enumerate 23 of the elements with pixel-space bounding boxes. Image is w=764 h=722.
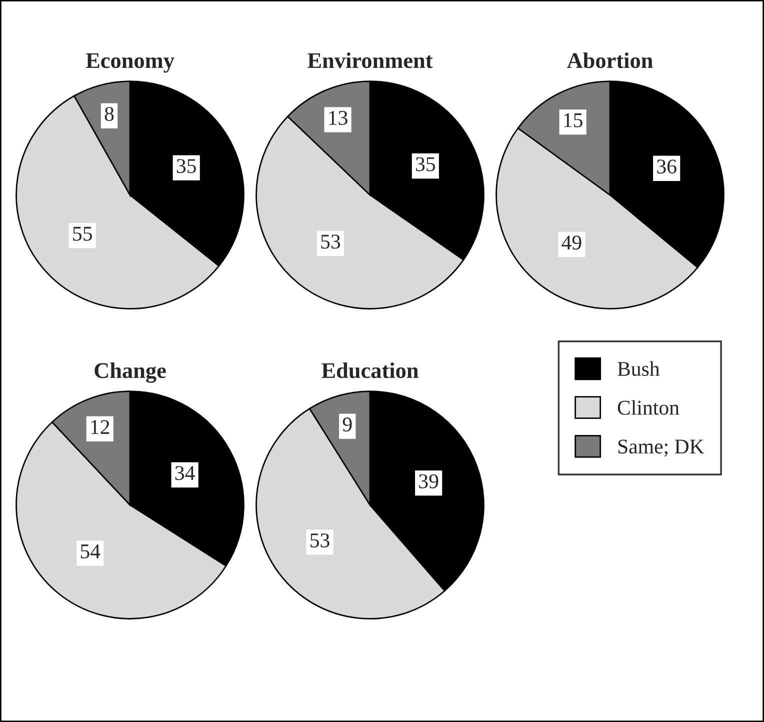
data-label: 12 xyxy=(91,420,110,434)
data-label: 15 xyxy=(564,113,582,128)
chart-title: Environment xyxy=(308,52,433,68)
data-label: 49 xyxy=(562,236,582,250)
chart-title: Education xyxy=(322,362,418,378)
legend-label: Clinton xyxy=(618,400,680,415)
legend-label: Bush xyxy=(618,361,660,376)
data-label: 53 xyxy=(310,533,330,548)
data-label: 34 xyxy=(175,466,195,480)
data-label: 53 xyxy=(321,234,340,249)
data-label: 8 xyxy=(104,106,114,122)
data-label: 54 xyxy=(80,544,100,558)
data-label: 9 xyxy=(342,418,352,432)
chart-title: Abortion xyxy=(567,52,653,68)
data-label: 39 xyxy=(419,474,438,488)
data-label: 36 xyxy=(657,160,676,174)
chart-title: Change xyxy=(94,362,166,383)
data-label: 55 xyxy=(73,226,92,241)
data-label: 13 xyxy=(329,110,348,125)
data-label: 35 xyxy=(416,157,436,172)
data-label: 35 xyxy=(176,159,196,174)
legend-label: Same; DK xyxy=(618,440,704,457)
chart-title: Economy xyxy=(86,53,174,73)
